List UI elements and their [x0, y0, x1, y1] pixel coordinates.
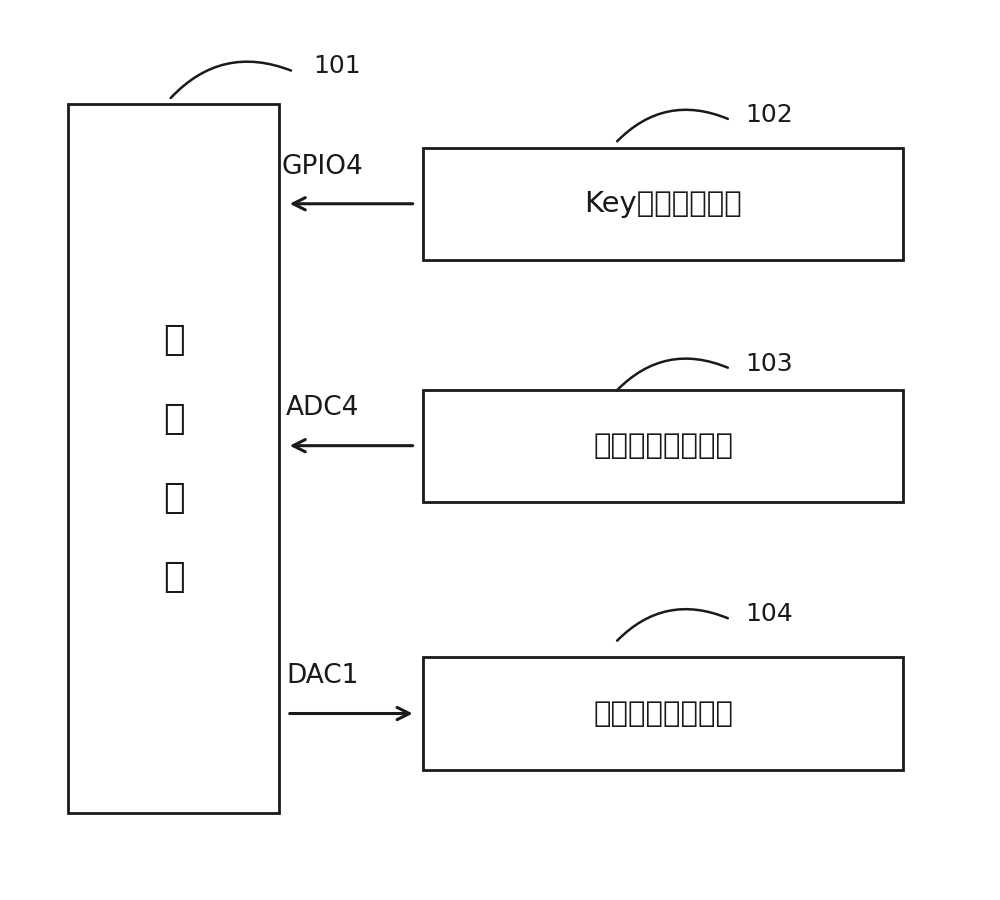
- Text: ADC4: ADC4: [286, 395, 359, 421]
- Text: 动力信号输入单元: 动力信号输入单元: [593, 432, 733, 460]
- Text: GPIO4: GPIO4: [282, 154, 363, 180]
- Bar: [423, 390, 903, 502]
- Text: 动力信号输出单元: 动力信号输出单元: [593, 699, 733, 727]
- Text: 103: 103: [745, 352, 792, 375]
- Bar: [423, 148, 903, 260]
- Text: 101: 101: [313, 53, 360, 77]
- Bar: [68, 104, 279, 813]
- Bar: [423, 657, 903, 770]
- Text: Key信号检测单元: Key信号检测单元: [584, 190, 742, 218]
- Text: 102: 102: [745, 103, 793, 127]
- Text: 主

控

单

元: 主 控 单 元: [163, 323, 184, 594]
- Text: DAC1: DAC1: [286, 663, 359, 689]
- Text: 104: 104: [745, 602, 793, 626]
